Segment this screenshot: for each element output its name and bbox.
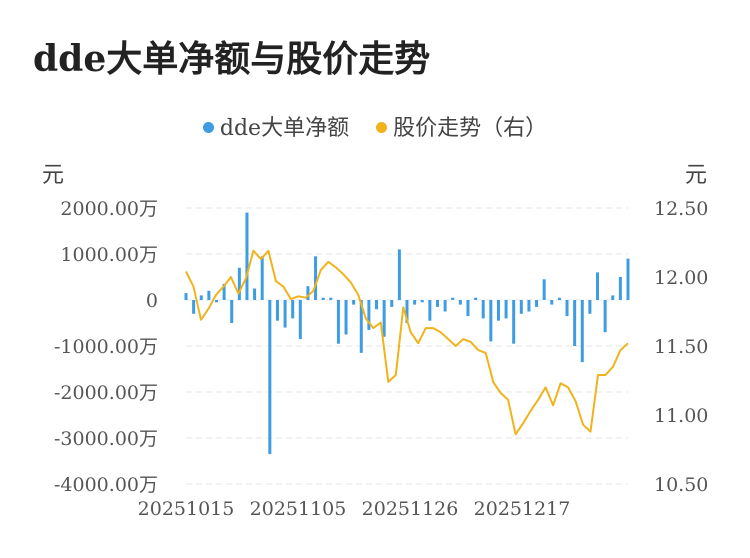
chart-title: dde大单净额与股价走势 — [33, 38, 431, 80]
right-tick-label: 12.00 — [654, 267, 708, 289]
bar — [451, 297, 455, 300]
left-tick-label: -1000.00万 — [54, 336, 158, 358]
line-series — [185, 249, 629, 436]
bar — [458, 300, 462, 305]
bar — [283, 300, 287, 328]
bar — [237, 267, 241, 300]
bar — [298, 300, 302, 340]
bar — [618, 277, 622, 300]
right-tick-label: 10.50 — [654, 474, 708, 496]
bar — [580, 300, 584, 363]
legend-item-dde[interactable]: dde大单净额 — [202, 110, 350, 142]
bar — [275, 300, 279, 321]
bar — [405, 300, 409, 323]
left-tick-label: -4000.00万 — [54, 474, 158, 496]
x-tick-label: 20251126 — [362, 498, 459, 520]
bar — [352, 300, 356, 305]
bar — [253, 288, 257, 300]
bar — [626, 258, 630, 300]
bar — [329, 297, 333, 300]
bar — [428, 300, 432, 321]
bar — [336, 300, 340, 344]
bar — [367, 300, 371, 330]
bar — [481, 300, 485, 319]
bar — [291, 300, 295, 319]
price-line — [185, 249, 629, 436]
bar — [344, 300, 348, 335]
bar — [390, 300, 394, 307]
bar — [565, 300, 569, 317]
bar — [192, 300, 196, 314]
left-axis-ticks: 2000.00万 1000.00万 0 -1000.00万 -2000.00万 -3000… — [54, 198, 158, 496]
bar — [375, 300, 379, 310]
right-axis-ticks: 12.50 12.00 11.50 11.00 10.50 — [654, 198, 708, 496]
left-tick-label: -3000.00万 — [54, 428, 158, 450]
right-axis-unit: 元 — [685, 163, 708, 188]
bar — [466, 300, 470, 317]
bar — [573, 300, 577, 346]
grid-lines — [186, 207, 628, 485]
bar — [435, 300, 439, 307]
bar — [596, 272, 600, 300]
bar — [245, 212, 249, 300]
bar — [474, 297, 478, 300]
bar — [519, 300, 523, 314]
right-tick-label: 11.00 — [654, 405, 708, 427]
bar — [489, 300, 493, 342]
bar — [260, 256, 264, 300]
bar — [603, 300, 607, 333]
x-tick-label: 20251015 — [138, 498, 235, 520]
bar — [359, 300, 363, 353]
left-tick-label: 1000.00万 — [60, 244, 158, 266]
x-axis-ticks: 20251015 20251105 20251126 20251217 — [138, 498, 571, 520]
legend-dot-price — [376, 122, 388, 133]
legend-label-price: 股价走势（右） — [393, 116, 548, 141]
legend-item-price[interactable]: 股价走势（右） — [376, 110, 547, 142]
bar — [214, 300, 218, 303]
bar — [306, 286, 310, 300]
x-tick-label: 20251217 — [474, 498, 571, 520]
left-axis-unit: 元 — [42, 163, 65, 188]
bar — [207, 290, 211, 300]
bar — [382, 300, 386, 337]
bar — [542, 279, 546, 300]
bar — [413, 300, 417, 305]
left-tick-label: 2000.00万 — [60, 198, 158, 220]
legend-dot-dde — [202, 122, 214, 133]
bar — [527, 300, 531, 312]
legend-label-dde: dde大单净额 — [219, 116, 350, 141]
right-tick-label: 11.50 — [654, 336, 708, 358]
left-tick-label: -2000.00万 — [54, 382, 158, 404]
bar — [535, 300, 539, 307]
bar — [611, 295, 615, 300]
bar — [443, 300, 447, 312]
bar — [504, 300, 508, 319]
bar — [230, 300, 234, 323]
bar — [314, 256, 318, 300]
bar — [222, 283, 226, 300]
bar-series — [184, 212, 630, 455]
bar — [588, 300, 592, 314]
left-tick-label: 0 — [146, 290, 158, 312]
right-tick-label: 12.50 — [654, 198, 708, 220]
bar — [420, 300, 424, 303]
legend: dde大单净额 股价走势（右） — [0, 110, 750, 142]
bar — [550, 300, 554, 305]
x-tick-label: 20251105 — [250, 498, 347, 520]
bar — [397, 249, 401, 300]
bar — [321, 297, 325, 300]
bar — [199, 295, 203, 300]
bar — [268, 300, 272, 455]
bar — [512, 300, 516, 344]
bar — [557, 297, 561, 300]
bar — [496, 300, 500, 321]
bar — [184, 293, 188, 300]
